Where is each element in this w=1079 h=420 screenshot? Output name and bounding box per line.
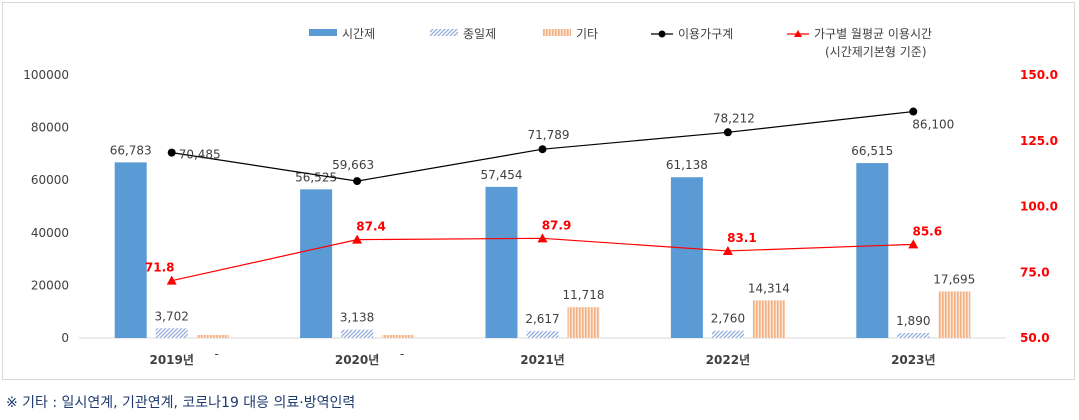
x-tick-label: 2020년	[335, 353, 379, 367]
legend-label: 종일제	[463, 27, 496, 41]
bar-1	[114, 162, 147, 338]
y-right-tick-label: 150.0	[1020, 68, 1058, 82]
legend-label: 기타	[576, 27, 598, 41]
y-right-tick-label: 125.0	[1020, 134, 1058, 148]
bar-3	[382, 335, 415, 338]
households-label: 70,485	[179, 148, 221, 162]
households-point	[353, 177, 362, 186]
bar-1	[300, 189, 333, 338]
households-label: 86,100	[912, 118, 954, 132]
legend-label: 가구별 월평균 이용시간	[814, 27, 932, 41]
usage-time-label: 83.1	[727, 231, 757, 245]
x-tick-label: 2021년	[520, 353, 564, 367]
bar-data-label: 2,760	[711, 312, 745, 326]
usage-time-label: 87.4	[356, 220, 386, 234]
bar-3	[196, 335, 229, 338]
legend-label-sub: (시간제기본형 기준)	[825, 45, 927, 59]
bar-data-label: -	[215, 347, 219, 361]
households-label: 59,663	[332, 158, 374, 172]
bar-2	[526, 331, 559, 338]
bar-1	[670, 177, 703, 338]
bar-data-label: 1,890	[896, 314, 930, 328]
usage-time-point	[352, 234, 363, 244]
bar-data-label: 56,525	[295, 170, 337, 184]
bar-2	[341, 329, 374, 338]
usage-time-point	[908, 239, 919, 249]
x-tick-label: 2023년	[891, 353, 935, 367]
bar-data-label: 3,138	[340, 311, 374, 325]
households-label: 78,212	[713, 111, 755, 125]
bar-2	[711, 330, 744, 338]
legend-swatch	[543, 29, 571, 36]
x-tick-label: 2019년	[149, 353, 193, 367]
bar-data-label: 2,617	[525, 312, 559, 326]
bar-data-label: 11,718	[563, 288, 605, 302]
usage-time-line	[171, 237, 914, 282]
usage-time-point	[722, 245, 733, 255]
bar-3	[567, 307, 600, 338]
bar-data-label: 66,515	[851, 144, 893, 158]
households-point	[723, 128, 732, 137]
bar-data-label: 66,783	[110, 143, 152, 157]
chart: 0 20000 40000 60000 80000 100000 50.0 75.0 100.0…	[23, 27, 1058, 367]
y-left-tick-label: 80000	[31, 121, 69, 135]
x-tick-label: 2022년	[706, 353, 750, 367]
bar-data-label: 14,314	[748, 281, 790, 295]
y-left-tick-label: 40000	[31, 226, 69, 240]
usage-time-point	[537, 233, 548, 243]
bar-data-label: 61,138	[666, 158, 708, 172]
usage-time-label: 87.9	[542, 218, 572, 232]
y-right-tick-label: 75.0	[1020, 265, 1050, 279]
households-point	[167, 148, 176, 157]
y-right-tick-label: 100.0	[1020, 200, 1058, 214]
legend-label: 이용가구계	[678, 27, 733, 41]
bar-3	[938, 291, 971, 338]
y-left-tick-label: 20000	[31, 278, 69, 292]
chart-frame: 0 20000 40000 60000 80000 100000 50.0 75.0 100.0…	[2, 2, 1075, 380]
footnote: ※ 기타 : 일시연계, 기관연계, 코로나19 대응 의료·방역인력	[6, 395, 356, 411]
bar-2	[897, 333, 930, 338]
bar-data-label: 17,695	[933, 272, 975, 286]
usage-time-label: 71.8	[145, 261, 175, 275]
legend-marker	[658, 30, 666, 38]
bar-data-label: 3,702	[155, 309, 189, 323]
bar-1	[856, 163, 889, 338]
households-point	[538, 145, 547, 154]
legend-marker	[794, 30, 802, 37]
y-left-tick-label: 100000	[23, 68, 69, 82]
legend-swatch	[430, 29, 458, 36]
usage-time-label: 85.6	[912, 224, 942, 238]
households-point	[909, 107, 918, 116]
households-label: 71,789	[528, 128, 570, 142]
bar-1	[485, 186, 518, 338]
usage-time-point	[166, 275, 177, 285]
bar-data-label: -	[400, 347, 404, 361]
y-left-tick-label: 0	[61, 331, 69, 345]
bar-data-label: 57,454	[481, 168, 523, 182]
bar-3	[752, 300, 785, 338]
bar-2	[155, 328, 188, 338]
legend-label: 시간제	[342, 27, 375, 41]
y-right-tick-label: 50.0	[1020, 331, 1050, 345]
legend-swatch	[309, 29, 337, 36]
y-left-tick-label: 60000	[31, 173, 69, 187]
